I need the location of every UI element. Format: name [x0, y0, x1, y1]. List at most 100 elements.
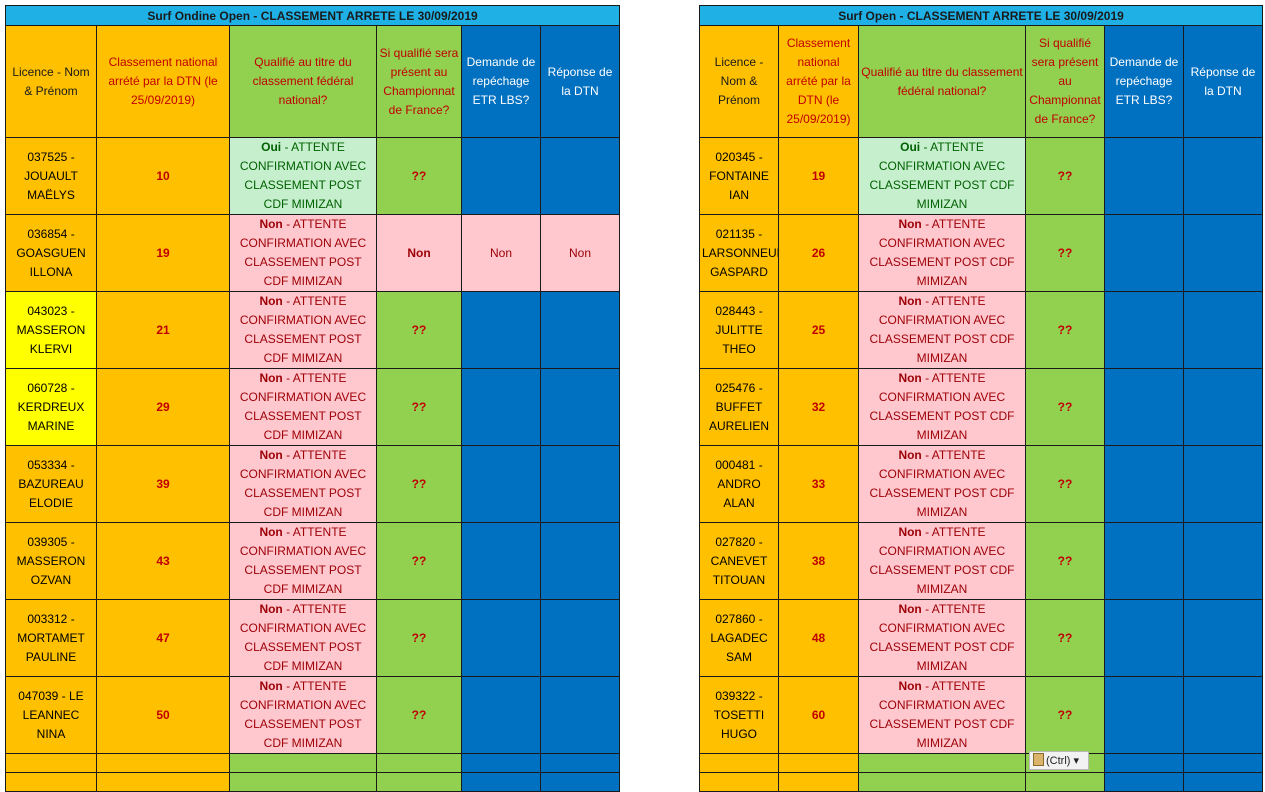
- licence-cell[interactable]: 027820 - CANEVET TITOUAN: [699, 522, 779, 600]
- repechage-cell[interactable]: [1104, 522, 1184, 600]
- licence-cell[interactable]: 039322 - TOSETTI HUGO: [699, 676, 779, 754]
- licence-cell[interactable]: 021135 - LARSONNEUR GASPARD: [699, 214, 779, 292]
- present-cell[interactable]: ??: [376, 368, 462, 446]
- header-present[interactable]: Si qualifié sera présent au Championnat …: [376, 25, 462, 138]
- qualified-cell[interactable]: Non - ATTENTE CONFIRMATION AVEC CLASSEME…: [229, 445, 377, 523]
- licence-cell[interactable]: 020345 - FONTAINE IAN: [699, 137, 779, 215]
- empty-cell[interactable]: [461, 753, 541, 773]
- present-cell[interactable]: ??: [1025, 445, 1105, 523]
- qualified-cell[interactable]: Non - ATTENTE CONFIRMATION AVEC CLASSEME…: [858, 676, 1026, 754]
- present-cell[interactable]: ??: [376, 599, 462, 677]
- licence-cell[interactable]: 047039 - LE LEANNEC NINA: [5, 676, 97, 754]
- qualified-cell[interactable]: Non - ATTENTE CONFIRMATION AVEC CLASSEME…: [858, 368, 1026, 446]
- repechage-cell[interactable]: [461, 522, 541, 600]
- empty-cell[interactable]: [229, 753, 377, 773]
- header-repechage[interactable]: Demande de repéchage ETR LBS?: [1104, 25, 1184, 138]
- qualified-cell[interactable]: Non - ATTENTE CONFIRMATION AVEC CLASSEME…: [229, 522, 377, 600]
- qualified-cell[interactable]: Non - ATTENTE CONFIRMATION AVEC CLASSEME…: [858, 214, 1026, 292]
- repechage-cell[interactable]: [1104, 445, 1184, 523]
- qualified-cell[interactable]: Non - ATTENTE CONFIRMATION AVEC CLASSEME…: [229, 368, 377, 446]
- rank-cell[interactable]: 39: [96, 445, 230, 523]
- rank-cell[interactable]: 48: [778, 599, 859, 677]
- empty-cell[interactable]: [229, 772, 377, 792]
- present-cell[interactable]: ??: [1025, 522, 1105, 600]
- present-cell[interactable]: ??: [376, 676, 462, 754]
- rank-cell[interactable]: 38: [778, 522, 859, 600]
- dtn-response-cell[interactable]: [539, 522, 621, 600]
- dtn-response-cell[interactable]: [539, 599, 621, 677]
- present-cell[interactable]: ??: [1025, 137, 1105, 215]
- empty-cell[interactable]: [461, 772, 541, 792]
- empty-cell[interactable]: [778, 772, 859, 792]
- rank-cell[interactable]: 29: [96, 368, 230, 446]
- present-cell[interactable]: ??: [1025, 676, 1105, 754]
- dtn-response-cell[interactable]: [539, 445, 621, 523]
- empty-cell[interactable]: [699, 753, 779, 773]
- repechage-cell[interactable]: [461, 368, 541, 446]
- present-cell[interactable]: ??: [1025, 291, 1105, 369]
- dtn-response-cell[interactable]: [539, 291, 621, 369]
- present-cell[interactable]: ??: [376, 291, 462, 369]
- rank-cell[interactable]: 19: [778, 137, 859, 215]
- empty-cell[interactable]: [858, 772, 1026, 792]
- licence-cell[interactable]: 028443 - JULITTE THEO: [699, 291, 779, 369]
- header-qualified[interactable]: Qualifié au titre du classement fédéral …: [229, 25, 377, 138]
- rank-cell[interactable]: 43: [96, 522, 230, 600]
- qualified-cell[interactable]: Non - ATTENTE CONFIRMATION AVEC CLASSEME…: [229, 214, 377, 292]
- empty-cell[interactable]: [778, 753, 859, 773]
- empty-cell[interactable]: [5, 753, 97, 773]
- present-cell[interactable]: ??: [376, 445, 462, 523]
- qualified-cell[interactable]: Non - ATTENTE CONFIRMATION AVEC CLASSEME…: [858, 291, 1026, 369]
- empty-cell[interactable]: [539, 753, 621, 773]
- licence-cell[interactable]: 036854 - GOASGUEN ILLONA: [5, 214, 97, 292]
- paste-options-button[interactable]: (Ctrl) ▾: [1029, 751, 1089, 770]
- header-dtn-response[interactable]: Réponse de la DTN: [539, 25, 621, 138]
- empty-cell[interactable]: [858, 753, 1026, 773]
- licence-cell[interactable]: 053334 - BAZUREAU ELODIE: [5, 445, 97, 523]
- present-cell[interactable]: ??: [1025, 599, 1105, 677]
- licence-cell[interactable]: 027860 - LAGADEC SAM: [699, 599, 779, 677]
- present-cell[interactable]: ??: [1025, 368, 1105, 446]
- rank-cell[interactable]: 21: [96, 291, 230, 369]
- empty-cell[interactable]: [376, 772, 462, 792]
- rank-cell[interactable]: 32: [778, 368, 859, 446]
- repechage-cell[interactable]: [461, 445, 541, 523]
- repechage-cell[interactable]: [1104, 137, 1184, 215]
- present-cell[interactable]: ??: [376, 522, 462, 600]
- dtn-response-cell[interactable]: Non: [539, 214, 621, 292]
- rank-cell[interactable]: 50: [96, 676, 230, 754]
- licence-cell[interactable]: 039305 - MASSERON OZVAN: [5, 522, 97, 600]
- qualified-cell[interactable]: Non - ATTENTE CONFIRMATION AVEC CLASSEME…: [858, 445, 1026, 523]
- repechage-cell[interactable]: [461, 599, 541, 677]
- empty-cell[interactable]: [5, 772, 97, 792]
- licence-cell[interactable]: 037525 - JOUAULT MAËLYS: [5, 137, 97, 215]
- repechage-cell[interactable]: Non: [461, 214, 541, 292]
- dtn-response-cell[interactable]: [1183, 522, 1263, 600]
- empty-cell[interactable]: [1104, 772, 1184, 792]
- repechage-cell[interactable]: [1104, 676, 1184, 754]
- header-rank[interactable]: Classement national arrété par la DTN (l…: [778, 25, 859, 138]
- present-cell[interactable]: ??: [1025, 214, 1105, 292]
- qualified-cell[interactable]: Non - ATTENTE CONFIRMATION AVEC CLASSEME…: [858, 522, 1026, 600]
- empty-cell[interactable]: [1183, 753, 1263, 773]
- dtn-response-cell[interactable]: [1183, 214, 1263, 292]
- repechage-cell[interactable]: [461, 291, 541, 369]
- qualified-cell[interactable]: Non - ATTENTE CONFIRMATION AVEC CLASSEME…: [229, 676, 377, 754]
- rank-cell[interactable]: 33: [778, 445, 859, 523]
- repechage-cell[interactable]: [461, 676, 541, 754]
- header-repechage[interactable]: Demande de repéchage ETR LBS?: [461, 25, 541, 138]
- rank-cell[interactable]: 25: [778, 291, 859, 369]
- dtn-response-cell[interactable]: [1183, 599, 1263, 677]
- header-rank[interactable]: Classement national arrété par la DTN (l…: [96, 25, 230, 138]
- rank-cell[interactable]: 26: [778, 214, 859, 292]
- header-licence[interactable]: Licence - Nom & Prénom: [5, 25, 97, 138]
- licence-cell[interactable]: 000481 - ANDRO ALAN: [699, 445, 779, 523]
- empty-cell[interactable]: [376, 753, 462, 773]
- present-cell[interactable]: ??: [376, 137, 462, 215]
- licence-cell[interactable]: 003312 - MORTAMET PAULINE: [5, 599, 97, 677]
- empty-cell[interactable]: [96, 772, 230, 792]
- rank-cell[interactable]: 19: [96, 214, 230, 292]
- present-cell[interactable]: Non: [376, 214, 462, 292]
- repechage-cell[interactable]: [1104, 599, 1184, 677]
- empty-cell[interactable]: [96, 753, 230, 773]
